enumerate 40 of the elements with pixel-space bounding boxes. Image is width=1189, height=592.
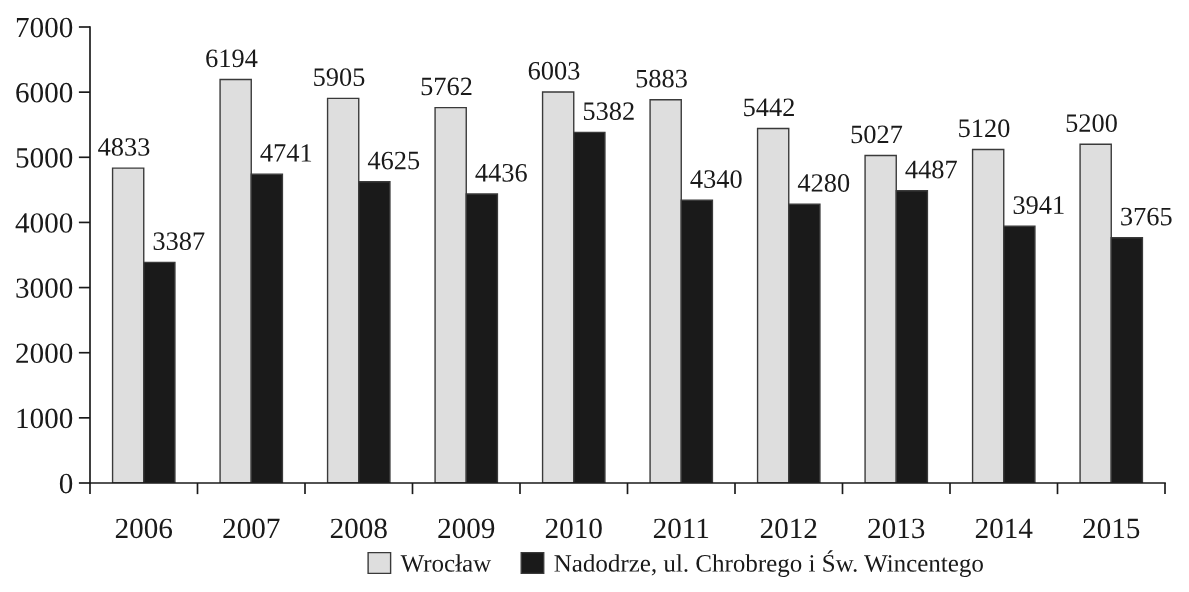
y-tick-label: 1000 <box>17 408 73 429</box>
data-label: 6194 <box>206 49 258 68</box>
data-label: 6003 <box>528 61 580 80</box>
data-label: 4833 <box>98 138 150 156</box>
x-tick-label: 2012 <box>760 518 817 539</box>
data-label: 5762 <box>421 77 472 96</box>
legend-label: Wrocław <box>400 554 492 572</box>
data-label: 3387 <box>153 232 205 251</box>
y-tick-label: 3000 <box>16 278 73 298</box>
data-label: 5442 <box>744 98 794 117</box>
y-tick-label: 5000 <box>16 148 73 168</box>
data-label: 5382 <box>583 102 634 121</box>
x-tick-label: 2011 <box>653 518 709 539</box>
x-tick-label: 2013 <box>868 518 925 539</box>
x-tick-label: 2007 <box>223 518 280 539</box>
data-label: 4340 <box>690 170 742 188</box>
data-label: 4625 <box>367 151 420 170</box>
y-tick-label: 4000 <box>15 213 73 233</box>
y-tick-label: 0 <box>59 473 73 494</box>
data-label: 4280 <box>797 174 850 192</box>
x-tick-label: 2014 <box>975 518 1033 539</box>
x-tick-label: 2015 <box>1083 518 1140 539</box>
x-tick-label: 2006 <box>115 518 173 539</box>
y-tick-label: 6000 <box>16 82 73 103</box>
x-tick-label: 2010 <box>545 518 602 539</box>
data-label: 4487 <box>905 160 957 179</box>
data-label: 3765 <box>1121 207 1172 226</box>
data-label: 5120 <box>959 119 1010 138</box>
data-label: 4436 <box>475 163 527 182</box>
data-label: 5200 <box>1066 114 1117 132</box>
y-tick-label: 7000 <box>16 17 73 38</box>
legend-label: Nadodrze, ul. Chrobrego i Św. Wincentego <box>554 550 983 577</box>
data-label: 5883 <box>636 69 687 88</box>
data-label: 5027 <box>851 125 903 144</box>
data-label: 3941 <box>1013 196 1064 214</box>
data-label: 5905 <box>314 68 365 87</box>
x-tick-label: 2008 <box>330 518 387 539</box>
data-label: 4741 <box>260 144 312 162</box>
y-tick-label: 2000 <box>16 343 73 364</box>
x-tick-label: 2009 <box>438 518 495 539</box>
